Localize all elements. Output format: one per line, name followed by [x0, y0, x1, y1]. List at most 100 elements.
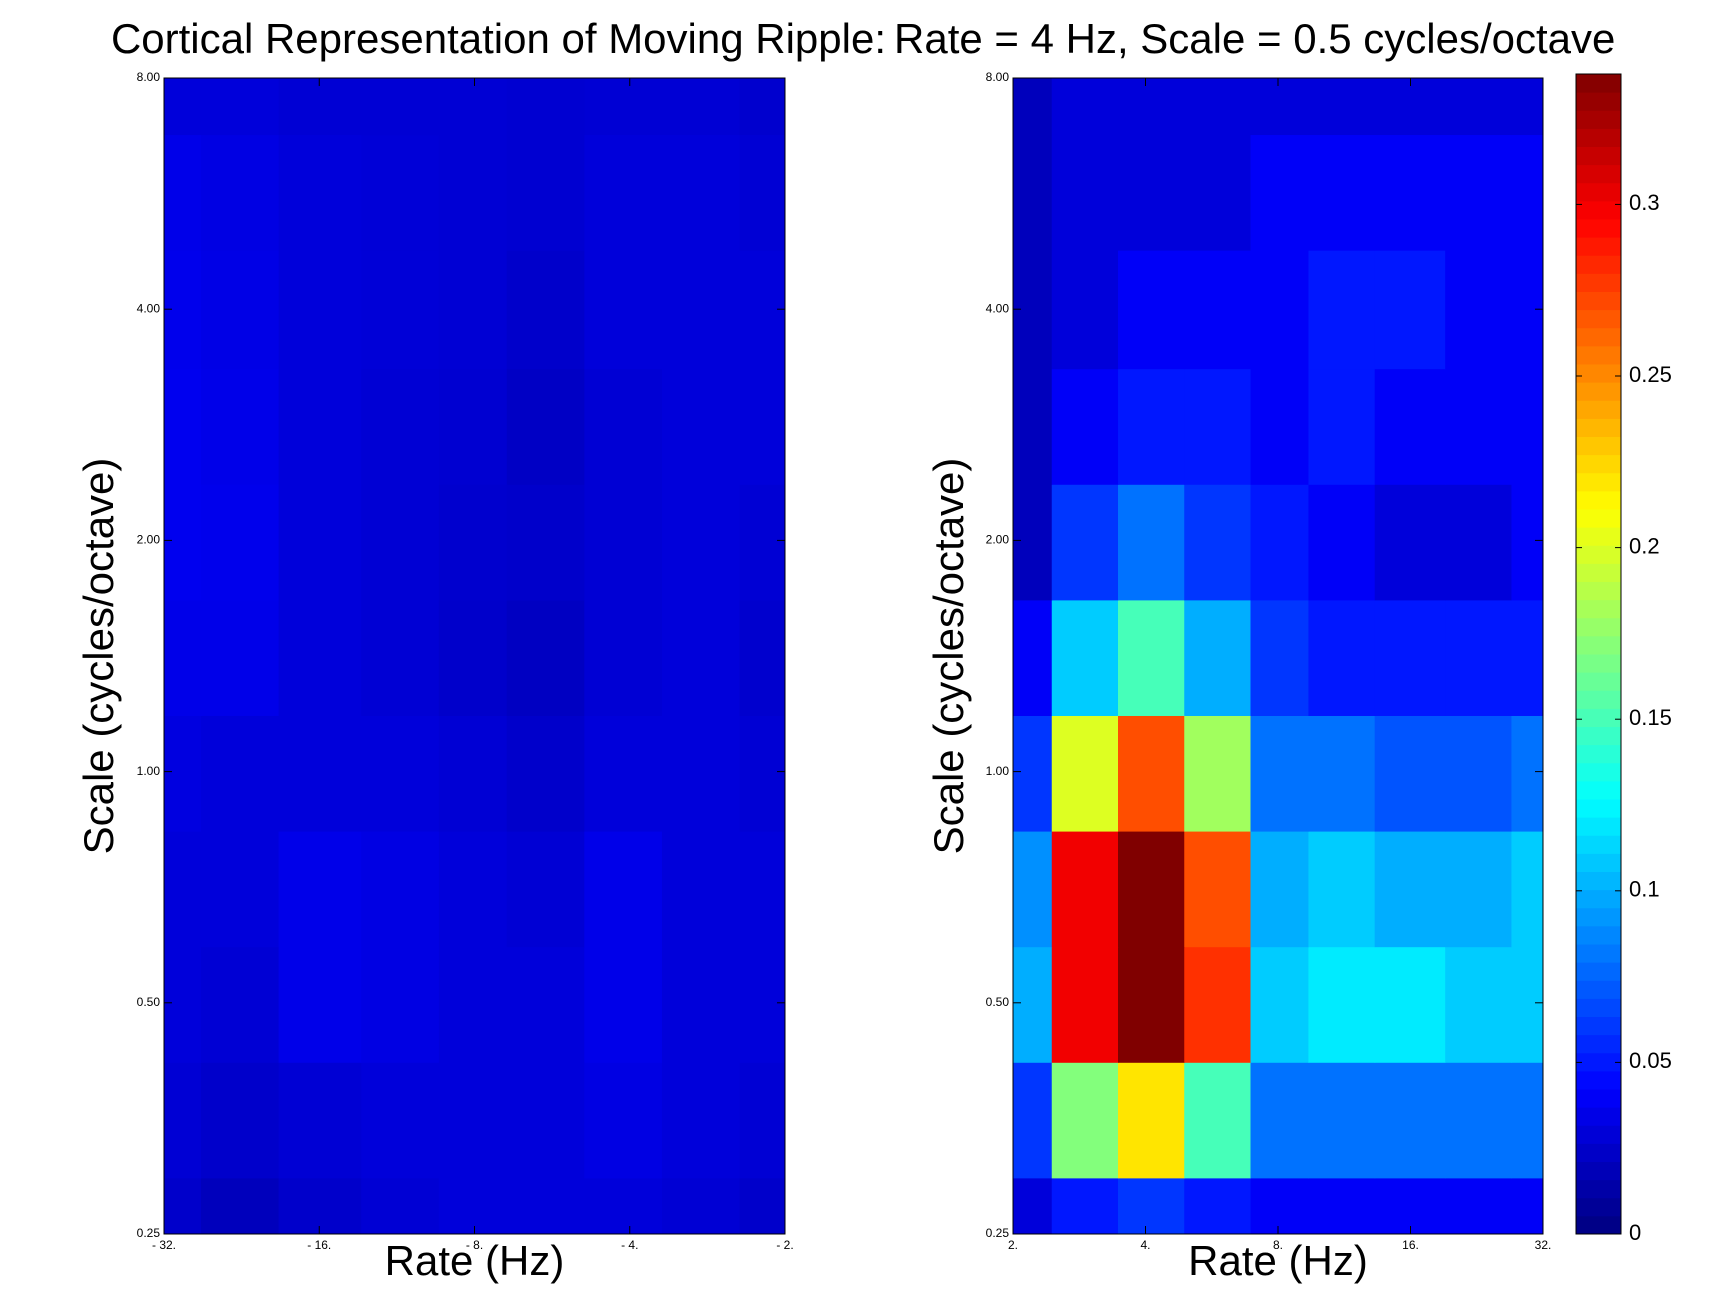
heat-cell	[164, 715, 202, 832]
heat-cell	[506, 715, 585, 832]
colorbar-step	[1576, 907, 1621, 927]
y-axis-label: Scale (cycles/octave)	[75, 458, 122, 855]
y-tick-label: 0.25	[986, 1226, 1010, 1240]
colorbar-step	[1576, 799, 1621, 818]
heat-cell	[278, 134, 362, 251]
heat-cell	[584, 946, 663, 1063]
colorbar-step	[1576, 527, 1621, 546]
x-tick-label: - 2.	[776, 1238, 793, 1252]
x-axis-label: Rate (Hz)	[1188, 1237, 1368, 1284]
heat-cell	[1013, 78, 1053, 136]
x-tick-label: 32.	[1535, 1238, 1552, 1252]
heat-cell	[361, 715, 440, 832]
colorbar-step	[1576, 1143, 1621, 1162]
heat-cell	[438, 484, 508, 601]
heat-cell	[1118, 368, 1185, 485]
heat-cell	[1374, 78, 1446, 136]
heat-cell	[164, 134, 202, 251]
colorbar-step	[1576, 1179, 1621, 1199]
colorbar-step	[1576, 237, 1621, 256]
heat-cell	[506, 946, 585, 1063]
heat-cell	[278, 78, 362, 136]
heat-cell	[1374, 599, 1446, 716]
heat-cell	[200, 1177, 280, 1235]
heat-cell	[361, 368, 440, 485]
y-tick-label: 1.00	[986, 764, 1010, 778]
x-tick-label: - 8.	[466, 1238, 483, 1252]
heat-cell	[506, 134, 585, 251]
heat-cell	[661, 715, 741, 832]
colorbar-step	[1576, 925, 1621, 945]
heat-cell	[200, 250, 280, 370]
heat-cell	[506, 250, 585, 370]
heat-cell	[1445, 134, 1512, 251]
chart-title: Cortical Representation of Moving Ripple…	[111, 15, 886, 62]
heat-cell	[1374, 1177, 1446, 1235]
heat-cell	[1051, 946, 1119, 1063]
heat-cell	[1308, 484, 1376, 601]
y-tick-label: 4.00	[137, 301, 161, 315]
colorbar-step	[1576, 545, 1621, 564]
heat-cell	[1511, 484, 1544, 601]
colorbar-step	[1576, 563, 1621, 582]
heat-cell	[584, 599, 663, 716]
heat-cell	[506, 78, 585, 136]
heat-cell	[278, 1062, 362, 1179]
heat-cell	[584, 831, 663, 948]
heat-cell	[1308, 78, 1376, 136]
colorbar-step	[1576, 74, 1621, 93]
heat-cell	[739, 368, 786, 485]
heat-cell	[1184, 946, 1252, 1063]
heat-cell	[506, 1062, 585, 1179]
heat-cell	[1118, 1062, 1185, 1179]
heat-cell	[584, 368, 663, 485]
heat-cell	[1445, 1062, 1512, 1179]
x-tick-label: 8.	[1273, 1238, 1283, 1252]
heat-cell	[1250, 599, 1309, 716]
x-tick-label: - 4.	[621, 1238, 638, 1252]
heat-cell	[200, 78, 280, 136]
heat-cell	[1184, 368, 1252, 485]
colorbar-tick-label: 0.25	[1629, 362, 1672, 387]
colorbar-step	[1576, 273, 1621, 292]
colorbar-step	[1576, 110, 1621, 129]
y-tick-label: 8.00	[137, 70, 161, 84]
colorbar-step	[1576, 436, 1621, 456]
heat-cell	[1250, 946, 1309, 1063]
heat-cell	[164, 1177, 202, 1235]
heat-cell	[1184, 484, 1252, 601]
heat-cell	[584, 78, 663, 136]
heat-cell	[1013, 946, 1053, 1063]
heat-cell	[361, 78, 440, 136]
heat-cell	[1511, 715, 1544, 832]
colorbar-step	[1576, 1197, 1621, 1217]
heat-cell	[739, 1177, 786, 1235]
colorbar-tick-label: 0.05	[1629, 1048, 1672, 1073]
colorbar-step	[1576, 327, 1621, 347]
colorbar-step	[1576, 708, 1621, 727]
colorbar-step	[1576, 1089, 1621, 1108]
colorbar-step	[1576, 980, 1621, 999]
colorbar-step	[1576, 962, 1621, 981]
heat-cell	[438, 78, 508, 136]
colorbar-step	[1576, 817, 1621, 836]
y-tick-label: 8.00	[986, 70, 1010, 84]
heat-cell	[164, 1062, 202, 1179]
colorbar-step	[1576, 780, 1621, 800]
colorbar-step	[1576, 128, 1621, 147]
heat-cell	[1118, 599, 1185, 716]
heat-cell	[1013, 484, 1053, 601]
heat-cell	[1051, 1062, 1119, 1179]
x-tick-label: - 16.	[307, 1238, 331, 1252]
heat-cell	[661, 368, 741, 485]
y-tick-label: 0.25	[137, 1226, 161, 1240]
colorbar-step	[1576, 490, 1621, 510]
heat-cell	[1118, 484, 1185, 601]
heat-cell	[1051, 250, 1119, 370]
heat-cell	[1184, 1177, 1252, 1235]
heat-cell	[361, 1062, 440, 1179]
colorbar-step	[1576, 762, 1621, 782]
heat-cell	[438, 134, 508, 251]
heat-cell	[200, 831, 280, 948]
